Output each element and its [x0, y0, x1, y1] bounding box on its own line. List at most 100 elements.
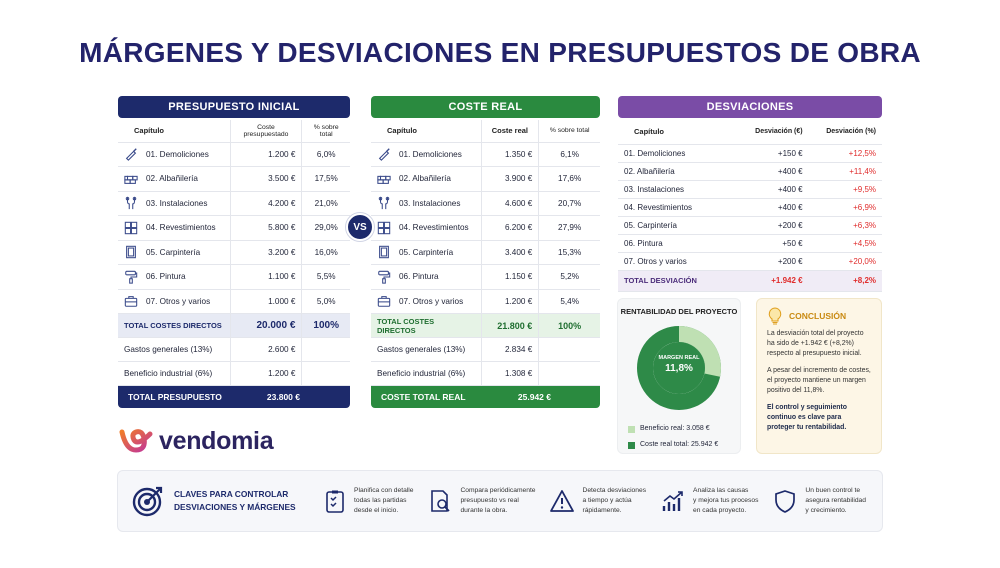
chapter-label: 03. Instalaciones	[618, 180, 738, 199]
percent-value: 27,9%	[538, 215, 600, 241]
claves-title: CLAVES PARA CONTROLAR DESVIACIONES Y MÁR…	[132, 485, 322, 517]
coste-real-header: COSTE REAL	[371, 96, 600, 118]
total-row: TOTAL COSTES DIRECTOS 20.000 € 100%	[118, 313, 350, 338]
chapter-label: 04. Revestimientos	[618, 198, 738, 217]
cost-value: 1.200 €	[480, 289, 539, 314]
warning-icon	[550, 490, 575, 512]
vendomia-logo: vendomia	[118, 424, 274, 458]
total-label: TOTAL DESVIACIÓN	[618, 270, 738, 292]
table-row: 06. Pintura 1.150 € 5,2%	[371, 264, 600, 290]
col-desviacion-pct: Desviación (%)	[808, 120, 882, 145]
table-row: 06. Pintura 1.100 € 5,5%	[118, 264, 350, 290]
table-row: 02. Albañilería +400 € +11,4%	[618, 162, 882, 181]
deviation-euros: +150 €	[738, 144, 809, 163]
col-porcentaje: % sobre total	[538, 120, 600, 143]
presupuesto-table: Capítulo Coste presupuestado % sobre tot…	[118, 120, 350, 386]
clave-line: Detecta desviaciones	[582, 487, 647, 495]
coste-real-panel: COSTE REAL Capítulo Coste real % sobre t…	[371, 96, 600, 408]
table-row: 07. Otros y varios 1.000 € 5,0%	[118, 289, 350, 314]
page-title: MÁRGENES Y DESVIACIONES EN PRESUPUESTOS …	[79, 37, 921, 68]
vendomia-logo-mark	[119, 429, 153, 453]
chapter-label: 04. Revestimientos	[146, 223, 216, 233]
total-row: TOTAL COSTES DIRECTOS 21.800 € 100%	[371, 313, 600, 338]
table-row: 03. Instalaciones +400 € +9,5%	[618, 180, 882, 199]
desviaciones-table: Capítulo Desviación (€) Desviación (%) 0…	[618, 120, 882, 292]
chapter-label: 01. Demoliciones	[399, 149, 462, 159]
cost-value: 4.200 €	[229, 191, 302, 216]
extra-row: Gastos generales (13%) 2.600 €	[118, 337, 350, 362]
donut-legend: Beneficio real: 3.058 € Coste real total…	[628, 421, 718, 453]
checklist-icon	[326, 490, 344, 513]
footer-label: TOTAL PRESUPUESTO	[128, 392, 222, 402]
cost-value: 1.150 €	[480, 264, 539, 290]
conclusion-card: CONCLUSIÓN La desviación total del proye…	[756, 298, 882, 454]
total-value: 21.800 €	[480, 313, 539, 338]
chapter-cell: 03. Instalaciones	[118, 191, 230, 216]
deviation-euros: +400 €	[738, 198, 809, 217]
clave-item: Analiza las causas y mejora tus procesos e…	[661, 486, 758, 515]
rentabilidad-title: RENTABILIDAD DEL PROYECTO	[620, 307, 738, 316]
percent-value: 17,5%	[301, 166, 350, 192]
legend-swatch	[628, 441, 635, 449]
conclusion-header: CONCLUSIÓN	[767, 307, 881, 325]
document-search-icon	[431, 490, 451, 512]
chapter-label: 02. Albañilería	[399, 174, 451, 184]
clave-line: todas las partidas	[354, 497, 407, 505]
chapter-cell: 02. Albañilería	[371, 166, 481, 192]
total-percent: 100%	[538, 313, 600, 338]
extra-row: Beneficio industrial (6%) 1.200 €	[118, 361, 350, 386]
extra-row: Beneficio industrial (6%) 1.308 €	[371, 361, 600, 386]
percent-value: 29,0%	[301, 215, 350, 241]
clave-item: Compara periódicamente presupuesto vs rea…	[428, 486, 536, 515]
chapter-label: 01. Demoliciones	[146, 149, 209, 159]
col-capitulo: Capítulo	[371, 120, 481, 143]
desviaciones-panel: DESVIACIONES Capítulo Desviación (€) Des…	[618, 96, 882, 292]
chapter-cell: 07. Otros y varios	[118, 289, 230, 314]
claves-banner: CLAVES PARA CONTROLAR DESVIACIONES Y MÁR…	[117, 470, 883, 532]
trowel-icon	[124, 147, 138, 161]
chapter-cell: 01. Demoliciones	[118, 142, 230, 167]
chapter-label: 05. Carpintería	[618, 216, 738, 235]
cost-value: 1.200 €	[229, 142, 302, 167]
growth-chart-icon	[662, 491, 683, 511]
claves-title-line2: DESVIACIONES Y MÁRGENES	[174, 502, 296, 512]
tiles-icon	[377, 221, 391, 235]
extra-label: Beneficio industrial (6%)	[118, 361, 230, 386]
chapter-label: 06. Pintura	[399, 272, 439, 282]
donut-center: MARGEN REAL 11,8%	[634, 355, 724, 374]
clave-line: Planifica con detalle	[354, 487, 414, 495]
chapter-label: 03. Instalaciones	[146, 198, 208, 208]
empty-cell	[301, 361, 350, 386]
bricks-icon	[377, 172, 391, 186]
clave-item: Detecta desviaciones a tiempo y actúa rápi…	[550, 486, 646, 515]
deviation-pct: +11,4%	[808, 162, 882, 181]
chapter-label: 03. Instalaciones	[399, 198, 461, 208]
percent-value: 5,4%	[538, 289, 600, 314]
table-row: 04. Revestimientos +400 € +6,9%	[618, 198, 882, 217]
donut-center-value: 11,8%	[665, 363, 693, 374]
table-row: 03. Instalaciones 4.600 € 20,7%	[371, 191, 600, 216]
toolbox-icon	[124, 294, 138, 308]
clave-item: Un buen control te asegura rentabilidad y …	[773, 486, 866, 515]
margin-donut-chart	[637, 326, 721, 410]
empty-cell	[301, 337, 350, 362]
legend-item-coste: Coste real total: 25.942 €	[628, 437, 718, 453]
table-row: 02. Albañilería 3.500 € 17,5%	[118, 166, 350, 192]
percent-value: 6,0%	[301, 142, 350, 167]
extra-value: 2.600 €	[229, 337, 302, 362]
deviation-pct: +12,5%	[808, 144, 882, 163]
footer-value: 23.800 €	[266, 392, 300, 402]
empty-cell	[538, 337, 600, 362]
coste-table: Capítulo Coste real % sobre total 01. De…	[371, 120, 600, 386]
chapter-cell: 04. Revestimientos	[371, 215, 481, 241]
table-row: 05. Carpintería +200 € +6,3%	[618, 216, 882, 235]
percent-value: 20,7%	[538, 191, 600, 216]
clave-line: y mejora tus procesos	[693, 497, 759, 505]
rentabilidad-card: RENTABILIDAD DEL PROYECTO MARGEN REAL 11…	[617, 298, 741, 454]
pipes-icon	[124, 196, 138, 210]
chapter-label: 05. Carpintería	[146, 247, 201, 257]
presupuesto-inicial-panel: PRESUPUESTO INICIAL Capítulo Coste presu…	[118, 96, 350, 408]
total-pct: +8,2%	[808, 270, 882, 292]
chapter-label: 05. Carpintería	[399, 247, 454, 257]
clave-line: desde el inicio.	[354, 506, 399, 514]
